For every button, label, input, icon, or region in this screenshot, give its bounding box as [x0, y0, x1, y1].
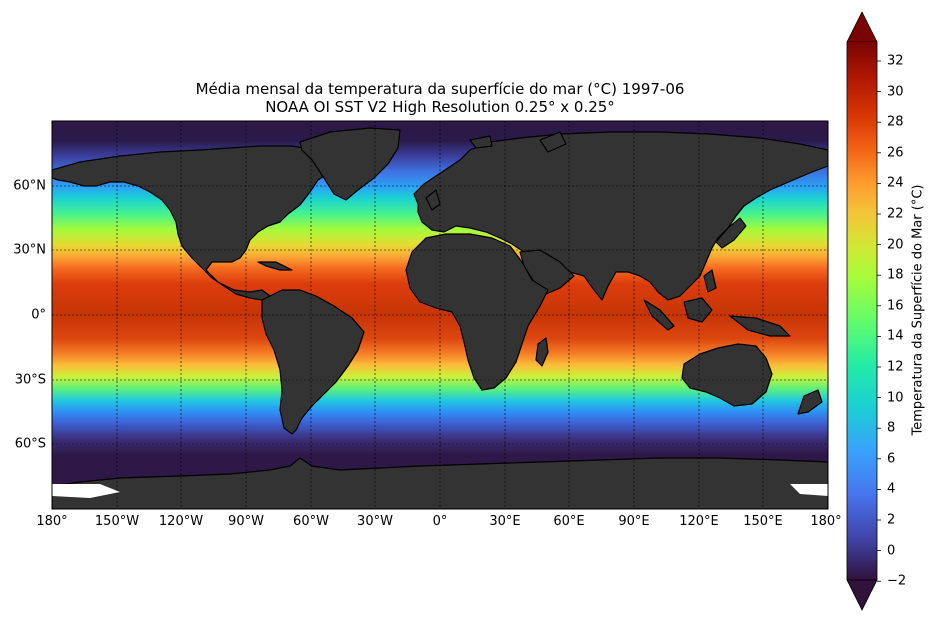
x-tick-label: 60°W	[293, 514, 329, 529]
land-new-guinea	[729, 315, 791, 337]
colorbar-tick-label: 24	[887, 175, 904, 191]
colorbar-tick-label: 4	[887, 481, 896, 497]
colorbar-tick-label: 32	[887, 53, 904, 69]
map-frame	[51, 120, 829, 510]
x-tick-label: 90°E	[618, 514, 650, 529]
y-tick-label: 60°S	[14, 436, 46, 452]
x-tick-label: 180°	[36, 514, 68, 529]
y-tick-label: 30°N	[13, 242, 46, 258]
land-eurasia	[413, 131, 828, 301]
land-cuba	[257, 261, 293, 271]
colorbar-tick-label: −2	[887, 573, 907, 589]
colorbar-label: Temperatura da Superfície do Mar (°C)	[910, 184, 926, 436]
x-tick-label: 120°E	[679, 514, 719, 529]
colorbar-body	[847, 42, 877, 580]
colorbar-tick-label: 28	[887, 114, 904, 130]
nodata-east	[790, 484, 828, 496]
colorbar-tick-label: 30	[887, 84, 904, 100]
map-title-line1: Média mensal da temperatura da superfíci…	[195, 80, 685, 98]
colorbar-tick-label: 26	[887, 145, 904, 161]
colorbar-tick-label: 22	[887, 206, 904, 222]
colorbar-tick-label: 14	[887, 328, 904, 344]
land-sumatra	[643, 299, 675, 331]
land-novaya	[539, 131, 567, 153]
colorbar-tick-label: 6	[887, 451, 896, 467]
land-japan	[715, 217, 747, 249]
x-tick-label: 90°W	[228, 514, 264, 529]
land-madagascar	[535, 337, 549, 367]
colorbar	[846, 11, 878, 611]
colorbar-tick-label: 16	[887, 298, 904, 314]
colorbar-tick-label: 0	[887, 543, 896, 559]
colorbar-tick-label: 10	[887, 390, 904, 406]
land-uk	[425, 189, 441, 211]
land-south-america	[261, 289, 365, 435]
land-svalbard	[469, 135, 493, 149]
y-tick-label: 60°N	[13, 178, 46, 194]
x-tick-label: 60°E	[553, 514, 585, 529]
land-australia	[681, 343, 773, 407]
land-philippines	[703, 269, 717, 293]
land-new-zealand	[797, 389, 823, 415]
map-title-line2: NOAA OI SST V2 High Resolution 0.25° x 0…	[265, 98, 615, 116]
x-tick-label: 0°	[432, 514, 448, 529]
y-tick-label: 30°S	[14, 372, 46, 388]
colorbar-tick-label: 2	[887, 512, 896, 528]
x-tick-label: 120°W	[158, 514, 204, 529]
x-tick-label: 150°E	[743, 514, 783, 529]
colorbar-tick-label: 8	[887, 420, 896, 436]
y-tick-label: 0°	[31, 307, 46, 323]
colorbar-tick-label: 12	[887, 359, 904, 375]
x-tick-label: 150°W	[94, 514, 140, 529]
x-tick-label: 30°W	[357, 514, 393, 529]
graticule	[52, 121, 828, 509]
land-africa	[405, 233, 549, 391]
colorbar-tick-label: 18	[887, 267, 904, 283]
colorbar-extend-min	[846, 579, 878, 611]
colorbar-tick-label: 20	[887, 237, 904, 253]
x-tick-label: 30°E	[489, 514, 521, 529]
colorbar-extend-max	[846, 11, 878, 43]
x-tick-label: 180°	[810, 514, 842, 529]
nodata-west	[52, 484, 120, 498]
